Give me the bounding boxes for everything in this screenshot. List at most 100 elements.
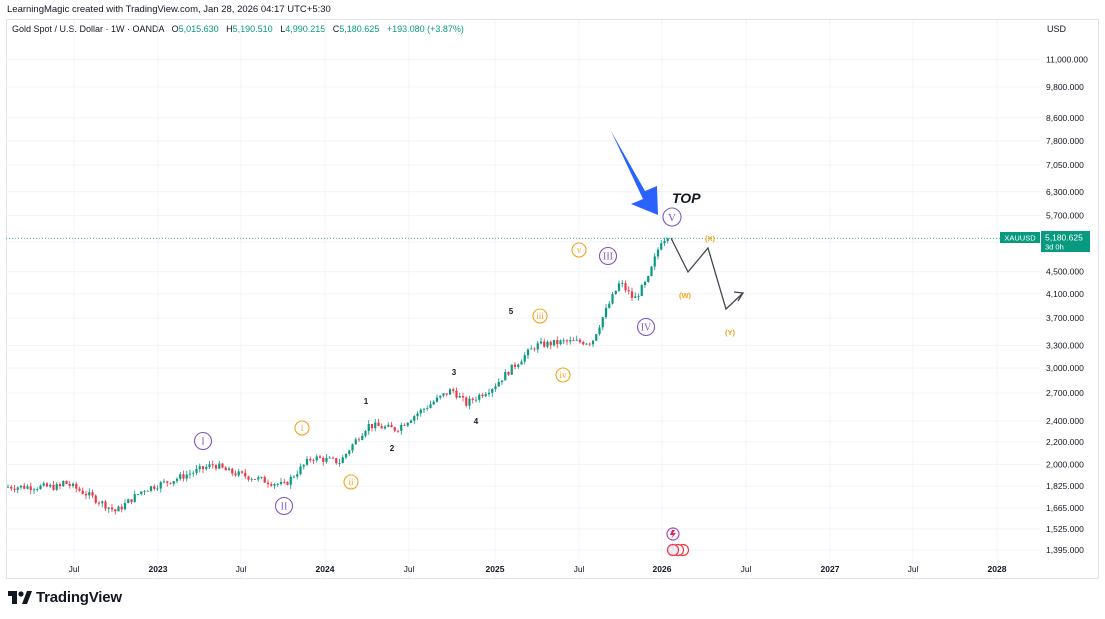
candle-body <box>117 506 120 512</box>
candle-body <box>452 389 455 391</box>
candle-body <box>621 283 624 284</box>
candle-body <box>400 424 403 431</box>
candle-body <box>16 487 19 490</box>
x-tick-label: Jul <box>69 564 80 574</box>
y-tick-label: 9,800.000 <box>1046 82 1084 92</box>
wave-label-text: 4 <box>474 417 479 426</box>
candle-body <box>572 340 575 341</box>
candle-body <box>634 296 637 298</box>
candle-body <box>354 439 357 445</box>
y-tick-label: 1,825.000 <box>1046 481 1084 491</box>
wave-label-text: II <box>281 502 288 513</box>
y-tick-label: 3,300.000 <box>1046 340 1084 350</box>
wave-label-text: iii <box>536 311 544 321</box>
open-label: O <box>171 24 179 34</box>
candle-body <box>426 408 429 409</box>
wave-label-text: III <box>603 252 613 263</box>
candle-body <box>130 499 133 503</box>
candle-body <box>195 468 198 473</box>
candle-body <box>562 340 565 342</box>
candle-body <box>169 482 172 484</box>
price-tag-value: 5,180.625 <box>1045 233 1083 243</box>
candle-body <box>364 431 367 436</box>
candle-body <box>19 485 23 488</box>
high-label: H <box>226 24 233 34</box>
candle-body <box>260 477 263 478</box>
candle-body <box>276 483 279 485</box>
candle-body <box>380 426 383 429</box>
symbol-legend[interactable]: Gold Spot / U.S. Dollar · 1W · OANDA O 5,… <box>12 24 464 34</box>
wave-label: v <box>571 242 587 258</box>
candle-body <box>552 339 556 346</box>
candle-body <box>214 465 218 469</box>
price-tag-countdown: 3d 0h <box>1045 243 1064 252</box>
candle-body <box>666 238 669 241</box>
us-flag-icon <box>666 543 680 557</box>
y-tick-label: 4,100.000 <box>1046 289 1084 299</box>
wave-label-circle <box>274 496 294 516</box>
candle-body <box>149 486 153 491</box>
candle-body <box>283 482 286 483</box>
candle-body <box>172 481 175 484</box>
candle-body <box>36 489 39 490</box>
candle-body <box>507 371 510 375</box>
symbol-description[interactable]: Gold Spot / U.S. Dollar · 1W · OANDA <box>12 24 165 34</box>
wave-label-text: ii <box>348 477 354 487</box>
y-tick-label: 1,525.000 <box>1046 524 1084 534</box>
candle-body <box>448 389 452 395</box>
wave-label-circle <box>193 431 213 451</box>
x-tick-label: Jul <box>404 564 415 574</box>
candle-body <box>643 281 647 286</box>
y-tick-label: 2,400.000 <box>1046 416 1084 426</box>
candle-body <box>338 463 341 464</box>
candle-body <box>32 489 36 491</box>
candle-body <box>468 398 471 406</box>
candle-body <box>526 349 530 356</box>
candle-body <box>166 481 169 483</box>
y-tick-label: 2,700.000 <box>1046 388 1084 398</box>
candle-body <box>497 381 500 387</box>
candle-body <box>455 390 458 398</box>
candle-body <box>153 486 156 489</box>
y-tick-label: 6,300.000 <box>1046 187 1084 197</box>
wave-label-circle <box>294 420 310 436</box>
candle-body <box>598 327 601 335</box>
high-value: 5,190.510 <box>232 24 273 34</box>
candle-body <box>146 490 149 492</box>
candle-body <box>328 457 331 459</box>
candle-body <box>58 484 62 487</box>
top-label: TOP <box>672 190 701 206</box>
tradingview-logo[interactable]: TradingView <box>8 589 122 606</box>
candle-body <box>458 395 461 398</box>
candle-body <box>240 471 244 473</box>
candle-body <box>123 503 127 510</box>
candle-body <box>471 398 474 401</box>
candle-body <box>357 439 361 441</box>
candle-body <box>494 386 497 390</box>
currency-label[interactable]: USD <box>1047 24 1067 34</box>
candle-body <box>383 426 387 429</box>
candle-body <box>351 444 354 451</box>
candle-body <box>614 290 617 295</box>
candle-body <box>309 458 312 461</box>
x-tick-label: Jul <box>908 564 919 574</box>
candle-body <box>65 480 68 484</box>
candle-body <box>416 413 419 417</box>
wave-label-text: 5 <box>509 307 514 316</box>
wave-label-text: (X) <box>705 234 716 243</box>
candle-body <box>318 456 322 458</box>
candle-body <box>26 486 29 489</box>
candle-body <box>205 466 208 469</box>
candle-body <box>640 285 643 297</box>
candle-body <box>591 340 595 345</box>
candle-body <box>49 484 52 487</box>
candle-body <box>299 466 302 475</box>
event-icons[interactable] <box>666 527 690 557</box>
candle-body <box>565 340 569 342</box>
x-tick-label: 2026 <box>653 564 672 574</box>
candle-body <box>461 395 465 398</box>
wave-label: IV <box>636 317 656 337</box>
brand-name: TradingView <box>36 589 122 606</box>
candle-body <box>10 486 13 489</box>
